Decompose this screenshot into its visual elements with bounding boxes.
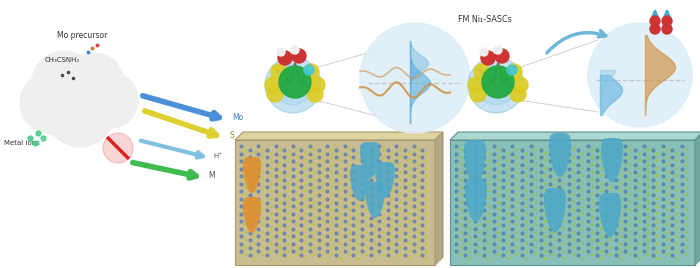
Polygon shape — [375, 162, 395, 198]
Circle shape — [482, 66, 514, 98]
Text: M: M — [208, 170, 215, 180]
Circle shape — [29, 62, 105, 138]
Circle shape — [271, 64, 287, 80]
Circle shape — [512, 77, 528, 93]
Polygon shape — [435, 132, 443, 265]
Circle shape — [506, 64, 522, 80]
Polygon shape — [549, 133, 571, 177]
Circle shape — [20, 73, 80, 133]
Polygon shape — [235, 140, 435, 265]
Circle shape — [304, 65, 314, 75]
Text: Mo precursor: Mo precursor — [57, 31, 107, 40]
Circle shape — [32, 51, 96, 115]
Polygon shape — [599, 193, 621, 237]
Polygon shape — [465, 178, 487, 222]
Text: H⁺: H⁺ — [213, 153, 222, 159]
Circle shape — [277, 48, 285, 56]
Circle shape — [662, 24, 672, 34]
Circle shape — [273, 65, 313, 105]
Polygon shape — [235, 132, 443, 140]
Circle shape — [481, 51, 495, 65]
Circle shape — [265, 57, 321, 113]
Circle shape — [291, 46, 299, 54]
Circle shape — [650, 24, 660, 34]
Circle shape — [495, 49, 509, 63]
Polygon shape — [450, 132, 700, 140]
Circle shape — [468, 77, 484, 93]
Text: Mo: Mo — [232, 113, 244, 121]
Polygon shape — [360, 142, 380, 178]
Circle shape — [507, 65, 517, 75]
Polygon shape — [450, 140, 695, 265]
Text: S: S — [229, 131, 234, 140]
Circle shape — [279, 66, 311, 98]
Circle shape — [265, 77, 281, 93]
Circle shape — [309, 77, 325, 93]
Circle shape — [474, 64, 490, 80]
Circle shape — [468, 57, 524, 113]
Circle shape — [267, 86, 283, 102]
Circle shape — [360, 23, 470, 133]
Polygon shape — [243, 157, 261, 193]
Circle shape — [303, 64, 319, 80]
Polygon shape — [243, 197, 261, 233]
Polygon shape — [695, 132, 700, 265]
Polygon shape — [365, 182, 385, 218]
Circle shape — [650, 16, 660, 26]
Circle shape — [278, 51, 292, 65]
Circle shape — [82, 72, 138, 128]
Circle shape — [510, 86, 526, 102]
Circle shape — [662, 16, 672, 26]
Circle shape — [307, 86, 323, 102]
Polygon shape — [544, 188, 566, 232]
Text: Metal ions: Metal ions — [4, 140, 40, 146]
Circle shape — [292, 49, 306, 63]
Polygon shape — [601, 138, 623, 182]
Text: FM Ni₁-SASCs: FM Ni₁-SASCs — [458, 15, 512, 24]
Polygon shape — [464, 140, 486, 184]
Circle shape — [46, 79, 114, 147]
Circle shape — [494, 46, 502, 54]
Circle shape — [480, 48, 488, 56]
Circle shape — [470, 86, 486, 102]
Circle shape — [103, 133, 133, 163]
Text: CH₃CSNH₂: CH₃CSNH₂ — [44, 57, 80, 63]
Circle shape — [64, 53, 124, 113]
Polygon shape — [350, 165, 370, 201]
Circle shape — [476, 65, 516, 105]
Circle shape — [588, 23, 692, 127]
